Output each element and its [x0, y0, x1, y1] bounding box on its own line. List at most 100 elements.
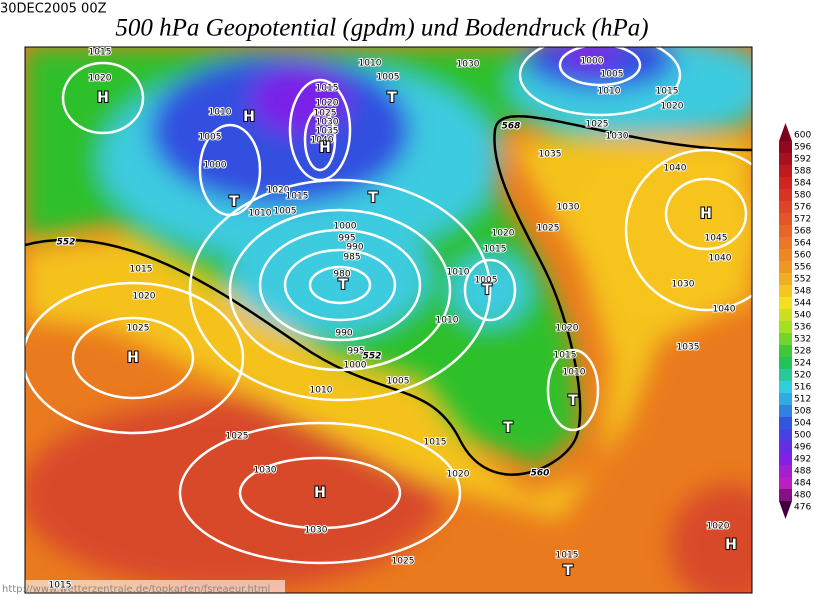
isobar-label: 1010	[598, 87, 621, 97]
colorbar-label: 596	[794, 143, 811, 153]
isobar-label: 1030	[557, 203, 580, 213]
pressure-center: H	[243, 109, 255, 125]
colorbar-segment	[779, 225, 792, 237]
isobar-label: 1030	[254, 466, 277, 476]
isobar-label: 1020	[316, 99, 339, 109]
isobar-label: 1020	[89, 74, 112, 84]
colorbar-label: 600	[794, 131, 811, 141]
isobar-label: 1010	[563, 368, 586, 378]
colorbar-segment	[779, 465, 792, 477]
isobar-label: 1025	[392, 557, 415, 567]
colorbar-label: 484	[794, 479, 811, 489]
isobar-label: 1020	[133, 292, 156, 302]
colorbar-label: 488	[794, 467, 811, 477]
isobar-label: 1035	[677, 343, 700, 353]
colorbar-segment	[779, 417, 792, 429]
colorbar-segment	[779, 249, 792, 261]
isobar-label: 1030	[457, 60, 480, 70]
colorbar-segment	[779, 309, 792, 321]
colorbar-label: 592	[794, 155, 811, 165]
pressure-center: H	[700, 206, 712, 222]
colorbar-segment	[779, 405, 792, 417]
colorbar-label: 552	[794, 275, 811, 285]
colorbar-label: 560	[794, 251, 811, 261]
isobar-label: 1025	[537, 224, 560, 234]
colorbar-label: 492	[794, 455, 811, 465]
isobar-label: 1020	[707, 522, 730, 532]
colorbar-segment	[779, 285, 792, 297]
contour-line	[25, 115, 752, 476]
colorbar-label: 544	[794, 299, 811, 309]
colorbar-segment	[779, 489, 792, 501]
colorbar-segment	[779, 189, 792, 201]
isobar-label: 1030	[672, 280, 695, 290]
isobar-label: 985	[343, 253, 360, 263]
colorbar-label: 516	[794, 383, 811, 393]
contour-label: 560	[531, 469, 550, 479]
contour-label: 552	[57, 238, 76, 248]
isobar-label: 1010	[310, 386, 333, 396]
colorbar-segment	[779, 441, 792, 453]
colorbar-segment	[779, 357, 792, 369]
isobar-label: 1035	[316, 127, 339, 137]
isobar-label: 1010	[209, 108, 232, 118]
colorbar-label: 476	[794, 503, 811, 513]
isobar-label: 1030	[316, 118, 339, 128]
colorbar-segment	[779, 381, 792, 393]
colorbar-label: 536	[794, 323, 811, 333]
isobar-label: 1005	[601, 70, 624, 80]
isobar-label: 1010	[359, 59, 382, 69]
colorbar-label: 520	[794, 371, 811, 381]
isobar-label: 1030	[606, 132, 629, 142]
isobar-label: 1010	[249, 209, 272, 219]
isobar-label: 1015	[554, 351, 577, 361]
isobar-label: 995	[347, 347, 364, 357]
map-title: 500 hPa Geopotential (gpdm) und Bodendru…	[115, 15, 648, 42]
colorbar-label: 540	[794, 311, 811, 321]
pressure-center: H	[127, 350, 139, 366]
pressure-center: T	[568, 393, 578, 409]
pressure-center: T	[229, 194, 239, 210]
isobar-label: 1005	[199, 133, 222, 143]
colorbar-segment	[779, 165, 792, 177]
isobar-label: 1020	[447, 470, 470, 480]
isobar-label: 1020	[661, 102, 684, 112]
isobars	[25, 47, 752, 565]
colorbar-label: 508	[794, 407, 811, 417]
isobar-label: 1015	[656, 87, 679, 97]
isobar-label: 1000	[334, 222, 357, 232]
pressure-center: H	[319, 140, 331, 156]
isobar-label: 1040	[664, 164, 687, 174]
isobar-label: 1015	[130, 265, 153, 275]
isobar-label: 1005	[377, 73, 400, 83]
pressure-center: T	[563, 563, 573, 579]
isobar-label: 1025	[586, 120, 609, 130]
colorbar-label: 496	[794, 443, 811, 453]
isobar-label: 1015	[316, 84, 339, 94]
pressure-center: T	[387, 90, 397, 106]
isobar-label: 1040	[713, 305, 736, 315]
isobar-label: 1010	[436, 316, 459, 326]
isobar-label: 1005	[274, 207, 297, 217]
pressure-center: H	[97, 90, 109, 106]
isobar-label: 1015	[49, 581, 72, 591]
colorbar-segment	[779, 345, 792, 357]
colorbar-label: 500	[794, 431, 811, 441]
isobar-label: 1015	[424, 438, 447, 448]
isobar-label: 1020	[492, 229, 515, 239]
colorbar: 600 596 592 588 584 580 576 572 568 564 560 556 552 5…	[779, 123, 811, 519]
isobar-label: 1010	[447, 268, 470, 278]
colorbar-label: 532	[794, 335, 811, 345]
colorbar-label: 588	[794, 167, 811, 177]
pressure-center: H	[314, 485, 326, 501]
isobar-label: 1000	[344, 361, 367, 371]
pressure-center: T	[482, 282, 492, 298]
map-area	[25, 47, 752, 593]
colorbar-label: 504	[794, 419, 811, 429]
colorbar-label: 512	[794, 395, 811, 405]
source-url[interactable]: http://www.wetterzentrale.de/topkarten/f…	[2, 584, 270, 595]
isobar-label: 1025	[226, 432, 249, 442]
colorbar-segment	[779, 297, 792, 309]
isobar-label: 1015	[556, 551, 579, 561]
